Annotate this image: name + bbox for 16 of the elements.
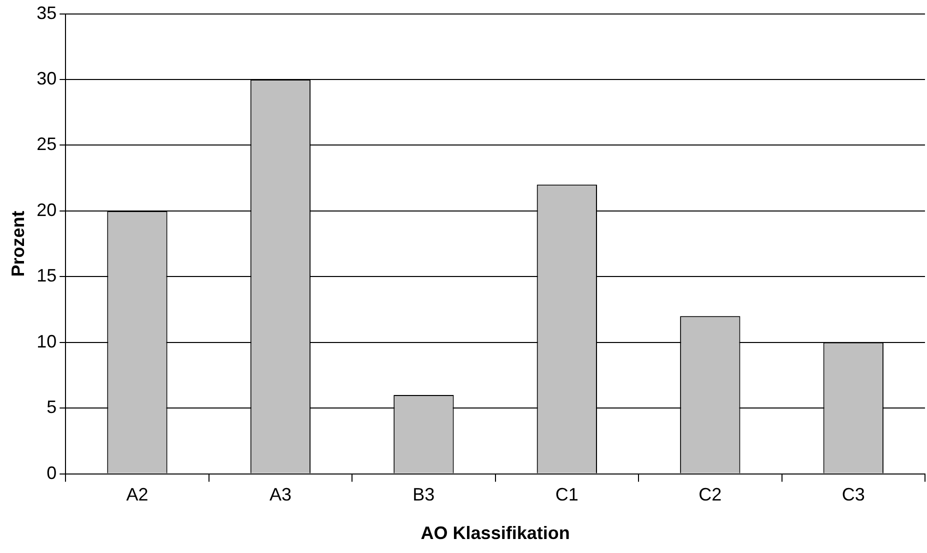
y-tick-label: 35: [36, 2, 57, 23]
y-tick-label: 25: [36, 134, 57, 154]
y-tick-label: 5: [46, 397, 57, 418]
y-tick-label: 0: [46, 462, 57, 483]
x-tick-label: A3: [269, 484, 292, 505]
x-tick-label: C2: [698, 484, 722, 505]
y-tick-label: 10: [36, 331, 57, 352]
y-tick-label: 15: [36, 266, 57, 286]
x-axis-title: AO Klassifikation: [420, 523, 570, 544]
y-axis-title: Prozent: [8, 210, 28, 277]
y-tick-label: 30: [36, 68, 57, 88]
x-tick-label: A2: [126, 484, 148, 505]
x-tick-label: C3: [842, 484, 865, 505]
x-tick-label: B3: [412, 484, 435, 505]
y-tick-label: 20: [36, 200, 57, 220]
x-tick-label: C1: [555, 484, 578, 505]
